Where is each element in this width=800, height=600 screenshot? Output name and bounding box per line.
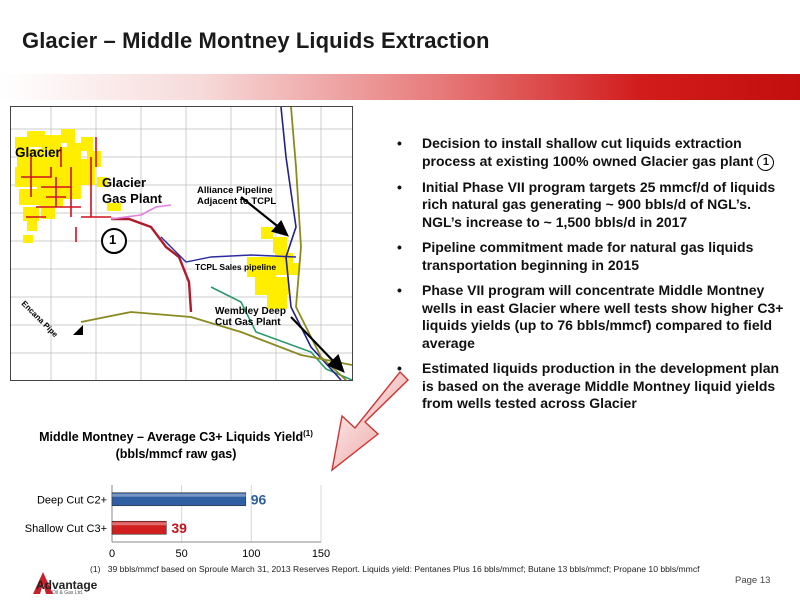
footnote: (1) 39 bbls/mmcf based on Sproule March … bbox=[90, 564, 700, 574]
category-label: Shallow Cut C3+ bbox=[25, 523, 107, 535]
encana-pipe bbox=[80, 311, 352, 366]
map-label-wembley-line2: Cut Gas Plant bbox=[215, 317, 281, 328]
x-tick-label: 50 bbox=[176, 548, 188, 560]
bullet-text: Estimated liquids production in the deve… bbox=[422, 360, 780, 411]
bullet-text: Pipeline commitment made for natural gas… bbox=[422, 239, 754, 273]
slide-title: Glacier – Middle Montney Liquids Extract… bbox=[22, 28, 490, 53]
gathering-system bbox=[21, 137, 111, 242]
x-tick-label: 100 bbox=[242, 548, 260, 560]
bar-value-label: 96 bbox=[251, 491, 267, 507]
footnote-marker: (1) bbox=[90, 564, 101, 574]
map-label-marker: 1 bbox=[109, 232, 117, 247]
sales-line-red bbox=[111, 217, 193, 313]
bar bbox=[111, 520, 167, 535]
chart-title: Middle Montney – Average C3+ Liquids Yie… bbox=[20, 425, 332, 463]
bar-highlight bbox=[112, 493, 246, 497]
advantage-logo-icon bbox=[33, 572, 53, 594]
bullet-text: Phase VII program will concentrate Middl… bbox=[422, 282, 784, 351]
pink-line bbox=[110, 204, 172, 220]
map-label-alliance-line2: Adjacent to TCPL bbox=[197, 196, 277, 207]
bullet-item: • Initial Phase VII program targets 25 mm… bbox=[397, 178, 776, 230]
bullet-list: • Decision to install shallow cut liquids… bbox=[394, 135, 786, 421]
bullet-text: Decision to install shallow cut liquids … bbox=[422, 135, 754, 169]
bullet-marker: 1 bbox=[757, 153, 775, 171]
map-label-wembley-line1: Wembley Deep bbox=[215, 306, 286, 317]
map-canvas bbox=[11, 107, 352, 380]
map-label-plant-line1: Glacier bbox=[102, 175, 147, 190]
bullet-text: Initial Phase VII program targets 25 mmc… bbox=[422, 178, 776, 230]
logo-name: Advantage bbox=[36, 578, 98, 592]
map-panel: Glacier Glacier Gas Plant 1 Alliance Pip… bbox=[10, 106, 353, 381]
map-label-plant-line2: Gas Plant bbox=[102, 191, 162, 206]
category-label: Deep Cut C2+ bbox=[37, 494, 107, 506]
map-label-glacier: Glacier bbox=[15, 145, 61, 160]
chart-title-line2: (bbls/mmcf raw gas) bbox=[115, 447, 237, 462]
plant-marker-circle bbox=[101, 228, 127, 254]
map-label-alliance-line1: Alliance Pipeline bbox=[197, 185, 273, 196]
tcpl-sales-pipeline bbox=[160, 236, 297, 263]
header-red-bar bbox=[0, 74, 800, 100]
green-line bbox=[210, 286, 352, 380]
x-tick-label: 150 bbox=[312, 548, 330, 560]
bar bbox=[111, 492, 247, 507]
x-tick-label: 0 bbox=[109, 548, 115, 560]
bullet-item: • Pipeline commitment made for natural ga… bbox=[397, 239, 754, 273]
bullet-item: • Estimated liquids production in the dev… bbox=[397, 360, 780, 411]
chart-title-line1: Middle Montney – Average C3+ Liquids Yie… bbox=[39, 430, 304, 445]
bullet-item: • Decision to install shallow cut liquids… bbox=[394, 135, 786, 171]
chart-title-sup: (1) bbox=[303, 429, 313, 438]
glacier-acreage bbox=[15, 129, 299, 309]
bar-highlight bbox=[112, 522, 167, 526]
bar-value-label: 39 bbox=[171, 520, 187, 536]
olive-pipeline-1 bbox=[290, 107, 347, 380]
footnote-text: 39 bbls/mmcf based on Sproule March 31, … bbox=[107, 564, 700, 574]
encana-pipe-marker bbox=[73, 325, 83, 335]
page-number: Page 13 bbox=[735, 575, 771, 586]
logo-subtitle: Oil & Gas Ltd. bbox=[52, 590, 84, 596]
annotation-arrows bbox=[240, 196, 345, 373]
bullet-item: • Phase VII program will concentrate Midd… bbox=[397, 282, 784, 351]
map-label-tcpl: TCPL Sales pipeline bbox=[195, 262, 277, 272]
